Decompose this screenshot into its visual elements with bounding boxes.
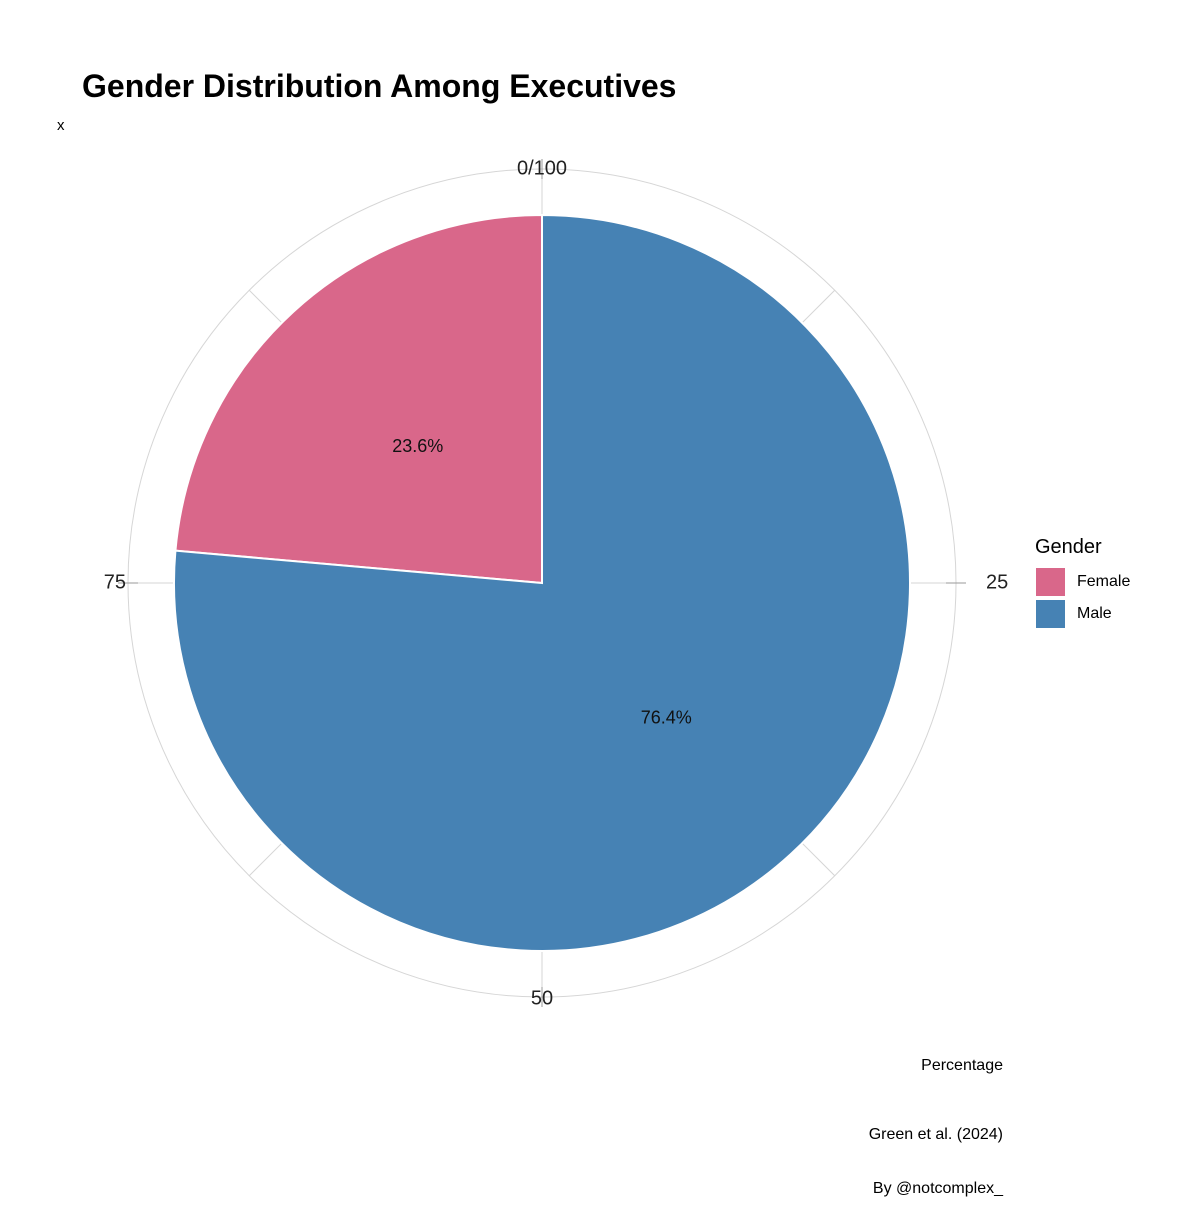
axis-tick-label: 0/100 (517, 157, 567, 179)
pie-slice-male (173, 213, 911, 952)
data-label-male: 76.4% (641, 707, 692, 727)
data-label-female: 23.6% (392, 436, 443, 456)
legend-label-female: Female (1077, 573, 1131, 590)
caption: Green et al. (2024) By @notcomplex_ (869, 1090, 1003, 1216)
grid-spoke (248, 842, 283, 877)
axis-tick-label: 75 (104, 571, 126, 593)
axis-tick-label: 25 (986, 571, 1008, 593)
grid-spoke (801, 289, 836, 324)
x-axis-label: Percentage (921, 1057, 1003, 1074)
pie-slice-female (174, 213, 543, 585)
legend-item-female: Female (1036, 568, 1130, 596)
caption-line-source: Green et al. (2024) (868, 1126, 1003, 1143)
grid-spoke (248, 289, 283, 324)
legend-key-male (1036, 600, 1065, 628)
legend-item-male: Male (1036, 600, 1112, 628)
caption-line-author: By @notcomplex_ (872, 1180, 1003, 1197)
axis-tick-label: 50 (531, 987, 553, 1009)
y-axis-label: x (57, 117, 65, 134)
grid-spoke (801, 842, 836, 877)
legend-label-male: Male (1077, 605, 1112, 622)
chart-title: Gender Distribution Among Executives (82, 68, 677, 104)
legend-title: Gender (1035, 536, 1102, 558)
legend-key-female (1036, 568, 1065, 596)
